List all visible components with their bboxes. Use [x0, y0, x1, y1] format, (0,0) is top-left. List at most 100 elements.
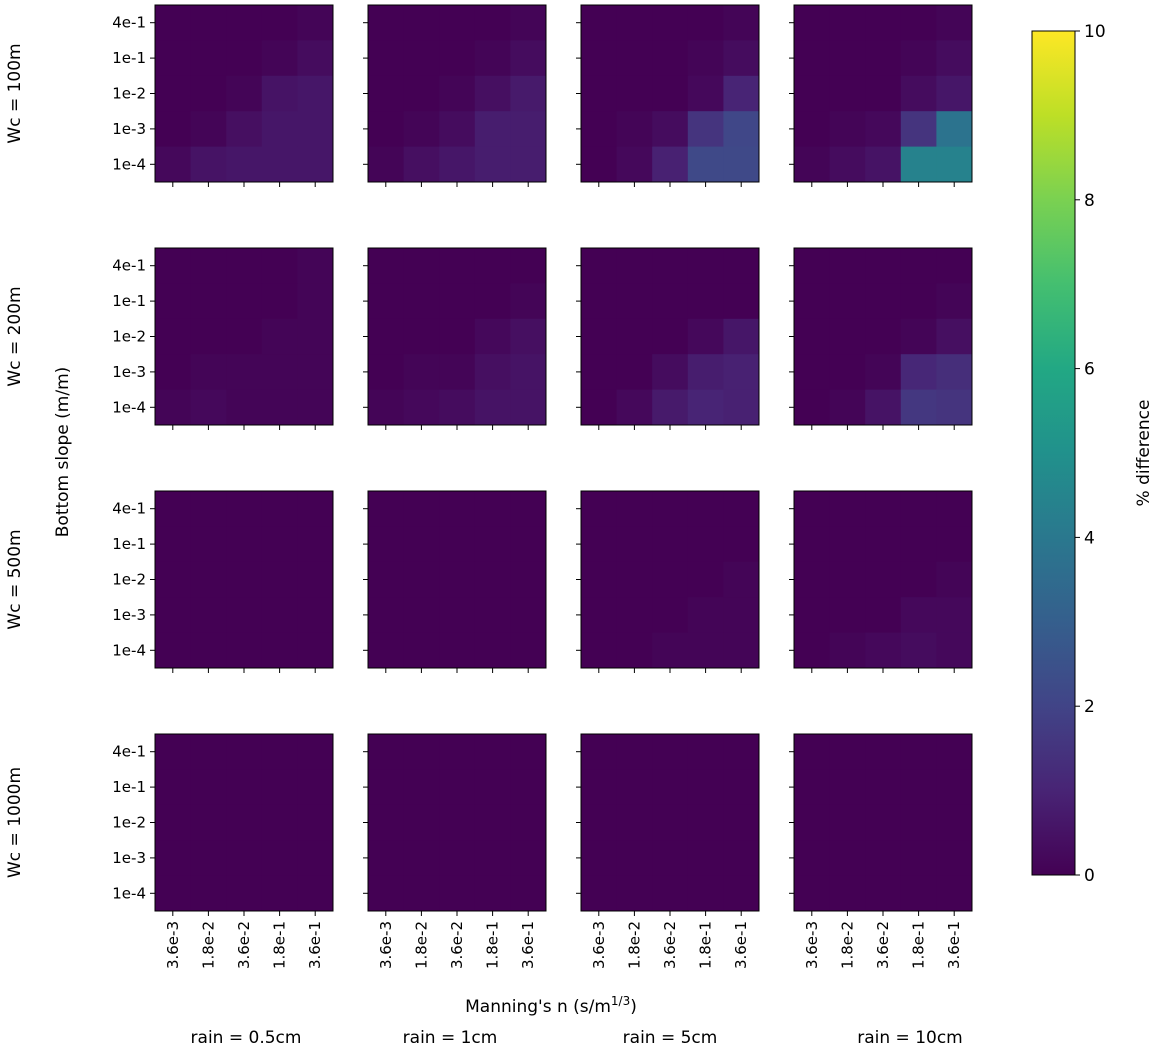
heatmap-cell [261, 75, 298, 112]
heatmap-cell [368, 597, 404, 633]
heatmap-cell [510, 111, 547, 147]
heatmap-cell [829, 354, 866, 390]
heatmap-cell [687, 632, 724, 669]
heatmap-cell [652, 283, 689, 320]
heatmap-cell [616, 40, 653, 77]
heatmap-cell [865, 526, 902, 563]
heatmap-cell [652, 146, 689, 183]
heatmap-cell [403, 146, 440, 183]
heatmap-cell [474, 526, 511, 563]
heatmap-cell [403, 597, 440, 633]
heatmap-cell [794, 283, 830, 320]
column-label: rain = 0.5cm [191, 1028, 302, 1048]
heatmap-cell [723, 5, 760, 41]
heatmap-cell [439, 491, 476, 527]
panel-r2-c1 [363, 490, 547, 673]
heatmap-cell [226, 318, 263, 355]
heatmap-cell [794, 146, 830, 183]
heatmap-cell [510, 491, 547, 527]
colorbar-tick-label: 10 [1084, 22, 1106, 42]
heatmap-cell [403, 389, 440, 426]
heatmap-cell [368, 526, 404, 563]
heatmap-cell [439, 526, 476, 563]
heatmap-cell [403, 5, 440, 41]
heatmap-cell [261, 5, 298, 41]
heatmap-cell [226, 526, 263, 563]
row-label: Wc = 500m [5, 529, 25, 629]
heatmap-cell [297, 283, 334, 320]
heatmap-cell [510, 875, 547, 912]
heatmap-cell [439, 561, 476, 598]
y-axis-label: Bottom slope (m/m) [53, 367, 73, 538]
heatmap-cell [403, 875, 440, 912]
heatmap-cell [190, 597, 227, 633]
heatmap-cell [865, 840, 902, 876]
heatmap-cell [155, 769, 191, 806]
heatmap-cell [190, 389, 227, 426]
heatmap-cell [297, 40, 334, 77]
heatmap-cell [226, 111, 263, 147]
heatmap-cell [900, 75, 937, 112]
heatmap-cell [474, 769, 511, 806]
heatmap-cell [829, 318, 866, 355]
heatmap-cell [829, 146, 866, 183]
heatmap-cell [865, 875, 902, 912]
heatmap-cell [865, 283, 902, 320]
colorbar-tick-label: 0 [1084, 866, 1095, 886]
heatmap-cell [794, 526, 830, 563]
heatmap-cell [510, 146, 547, 183]
x-tick-label: 3.6e-2 [448, 921, 466, 969]
heatmap-cell [794, 318, 830, 355]
heatmap-cell [865, 769, 902, 806]
heatmap-cell [226, 491, 263, 527]
heatmap-cell [510, 248, 547, 284]
heatmap-cell [794, 491, 830, 527]
panel-r1-c2 [576, 247, 760, 430]
y-tick-label: 1e-4 [112, 641, 146, 659]
heatmap-cell [581, 111, 617, 147]
heatmap-cell [190, 146, 227, 183]
heatmap-cell [936, 561, 973, 598]
heatmap-cell [900, 632, 937, 669]
heatmap-cell [297, 75, 334, 112]
heatmap-cell [261, 804, 298, 841]
y-tick-label: 1e-3 [112, 606, 146, 624]
x-tick-label: 1.8e-2 [412, 921, 430, 969]
heatmap-cell [439, 597, 476, 633]
heatmap-cell [829, 389, 866, 426]
heatmap-cell [900, 40, 937, 77]
heatmap-cell [261, 354, 298, 390]
heatmap-cell [474, 40, 511, 77]
heatmap-cell [439, 734, 476, 770]
heatmap-cell [226, 389, 263, 426]
heatmap-cell [652, 632, 689, 669]
heatmap-cell [474, 632, 511, 669]
heatmap-cell [190, 40, 227, 77]
heatmap-cell [652, 40, 689, 77]
heatmap-cell [829, 40, 866, 77]
heatmap-cell [687, 5, 724, 41]
panel-r3-c1: 3.6e-3 1.8e-2 3.6e-2 1.8e-1 3.6e-1 [363, 733, 547, 969]
heatmap-cell [403, 840, 440, 876]
heatmap-cell [581, 5, 617, 41]
heatmap-cell [723, 248, 760, 284]
heatmap-cell [439, 283, 476, 320]
heatmap-cell [190, 632, 227, 669]
y-tick-label: 1e-1 [112, 778, 146, 796]
heatmap-cell [474, 734, 511, 770]
heatmap-cell [261, 734, 298, 770]
heatmap-cell [190, 111, 227, 147]
heatmap-cell [439, 5, 476, 41]
heatmap-cell [936, 526, 973, 563]
heatmap-cell [829, 734, 866, 770]
heatmap-cell [936, 248, 973, 284]
colorbar-label: % difference [1134, 400, 1154, 507]
x-tick-label: 1.8e-2 [625, 921, 643, 969]
heatmap-cell [652, 389, 689, 426]
heatmap-cell [936, 75, 973, 112]
panel-r0-c0: 4e-1 1e-1 1e-2 1e-3 1e-4 [112, 4, 334, 187]
panel-r0-c1 [363, 4, 547, 187]
heatmap-cell [687, 561, 724, 598]
y-tick-label: 1e-1 [112, 49, 146, 67]
